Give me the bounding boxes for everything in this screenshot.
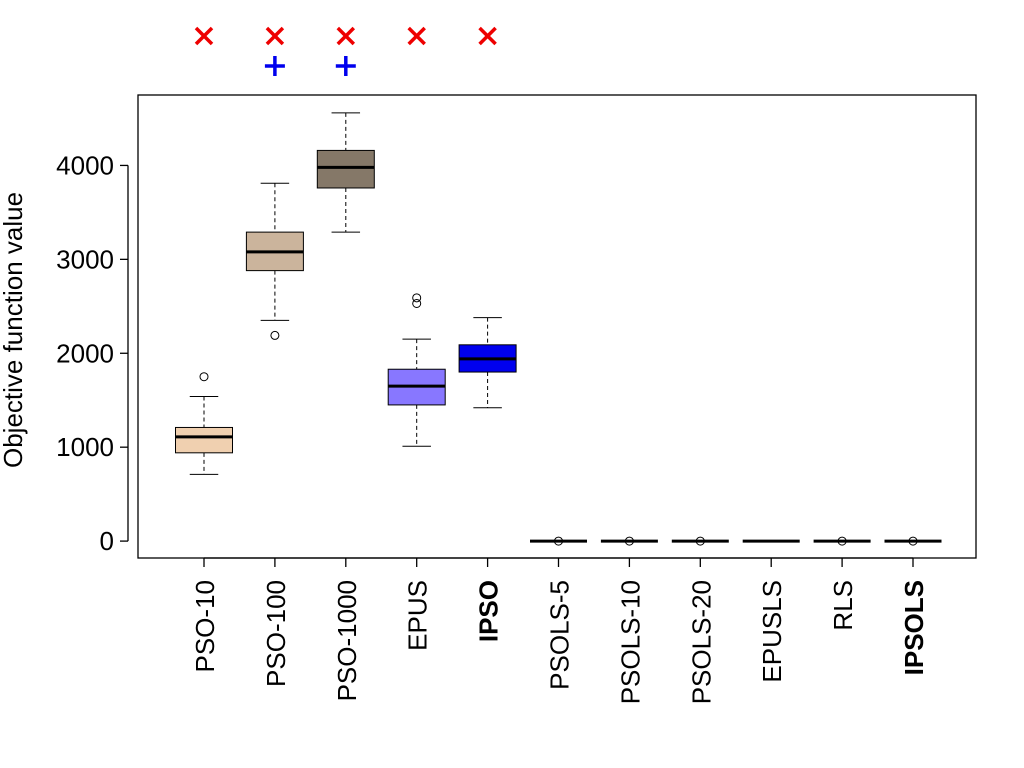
x-tick-label: PSO-1000 [332,580,362,701]
x-tick-label: IPSO [474,580,504,642]
box-pso-100 [245,182,304,340]
box-psols-20 [671,536,729,546]
box-ipso [458,317,517,409]
outlier-point [270,330,280,340]
box-pso-1000 [316,112,375,233]
cross-marker [336,26,356,46]
plot-frame [137,94,977,559]
y-tick-label: 3000 [56,244,114,274]
outlier-point [837,536,847,546]
boxes [175,112,942,546]
outlier-point [908,536,918,546]
y-tick-label: 4000 [56,150,114,180]
y-tick-label: 1000 [56,432,114,462]
x-tick-label: PSO-10 [190,580,220,673]
x-axis: PSO-10 PSO-100 PSO-1000 EPUS IPSO PSOLS-5 PSOL… [190,557,929,704]
y-tick-label: 0 [100,526,114,556]
x-tick-label: PSOLS-20 [686,580,716,704]
plus-marker [264,56,285,76]
cross-stroke [407,26,426,46]
y-axis: 0 1000 2000 3000 4000 [56,150,129,556]
cross-stroke [194,26,214,46]
cross-stroke [265,26,285,46]
outlier-point [412,293,422,303]
cross-stroke [478,26,497,46]
significance-markers [194,26,497,76]
box-epus [387,293,446,447]
y-axis-title: Objective function value [0,192,28,468]
box-psols-5 [530,536,587,546]
x-tick-label: IPSOLS [899,580,929,675]
outlier-point [199,372,209,382]
cross-stroke [336,26,356,46]
outlier-point [412,298,422,308]
cross-marker [478,26,497,46]
box-rls [813,536,871,546]
outlier-point [554,536,563,546]
iqr-box [175,426,233,454]
x-tick-label: PSOLS-10 [615,580,645,704]
outlier-point [624,536,634,546]
x-tick-label: RLS [828,580,858,631]
iqr-box [316,149,375,189]
y-tick-label: 2000 [56,338,114,368]
x-tick-label: EPUSLS [757,580,787,683]
x-tick-label: PSOLS-5 [545,580,575,690]
cross-marker [407,26,426,46]
cross-marker [265,26,285,46]
x-tick-label: EPUS [403,580,433,651]
box-pso-10 [175,372,233,475]
x-tick-label: PSO-100 [261,580,291,687]
cross-marker [194,26,214,46]
box-ipsols [884,536,942,546]
box-psols-10 [600,536,658,546]
outlier-point [695,536,705,546]
plus-marker [335,56,356,76]
